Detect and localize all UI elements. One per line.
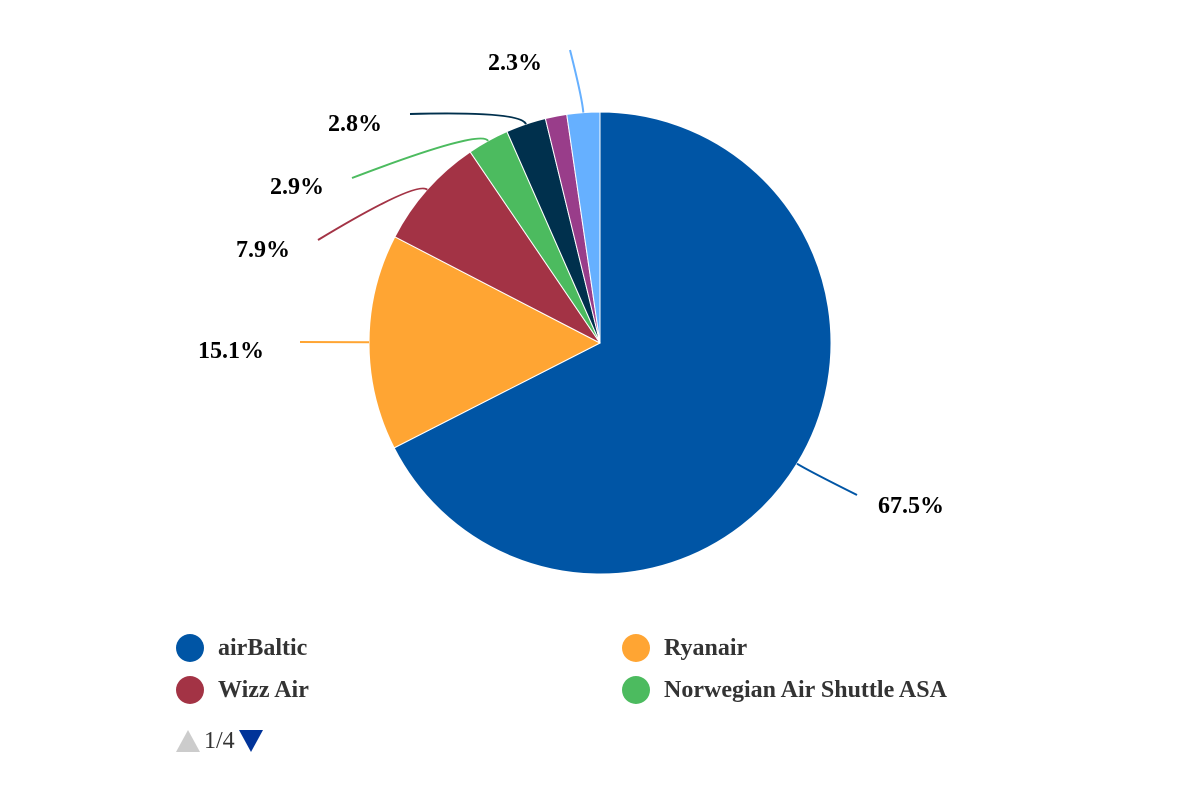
- legend-label: Ryanair: [664, 634, 748, 661]
- legend: airBaltic Ryanair Wizz Air Norwegian Air…: [176, 628, 1076, 718]
- pie-slices: [368, 111, 832, 575]
- legend-swatch: [622, 634, 650, 662]
- legend-pager: 1/4: [176, 726, 263, 756]
- triangle-up-icon[interactable]: [176, 730, 200, 752]
- data-label: 2.9%: [270, 174, 324, 200]
- pie-slice-ryanair[interactable]: [368, 236, 602, 449]
- data-label: 7.9%: [236, 237, 290, 263]
- label-connector: [317, 187, 428, 241]
- legend-label: Norwegian Air Shuttle ASA: [664, 676, 947, 703]
- label-connectors: [299, 49, 858, 496]
- data-label: 2.3%: [488, 50, 542, 76]
- legend-label: airBaltic: [218, 634, 308, 661]
- label-connector: [569, 49, 585, 113]
- legend-item-wizz-air[interactable]: Wizz Air: [176, 672, 309, 708]
- legend-swatch: [176, 676, 204, 704]
- data-label: 15.1%: [198, 338, 264, 364]
- label-connector: [351, 137, 489, 179]
- triangle-down-icon[interactable]: [238, 730, 263, 752]
- data-label: 2.8%: [328, 111, 382, 137]
- pie-slice-airbaltic[interactable]: [393, 111, 832, 575]
- legend-swatch: [622, 676, 650, 704]
- label-connector: [409, 112, 527, 125]
- label-connector: [796, 462, 858, 496]
- pager-text: 1/4: [204, 727, 235, 754]
- legend-item-norwegian-air-shuttle-asa[interactable]: Norwegian Air Shuttle ASA: [622, 672, 947, 708]
- legend-item-ryanair[interactable]: Ryanair: [622, 630, 747, 666]
- data-label: 67.5%: [878, 493, 944, 519]
- legend-swatch: [176, 634, 204, 662]
- pie-slice-slice-7[interactable]: [566, 111, 601, 344]
- legend-label: Wizz Air: [218, 676, 309, 703]
- data-labels: 67.5% 15.1% 7.9% 2.9% 2.8% 2.3%: [198, 50, 944, 519]
- legend-item-airbaltic[interactable]: airBaltic: [176, 630, 307, 666]
